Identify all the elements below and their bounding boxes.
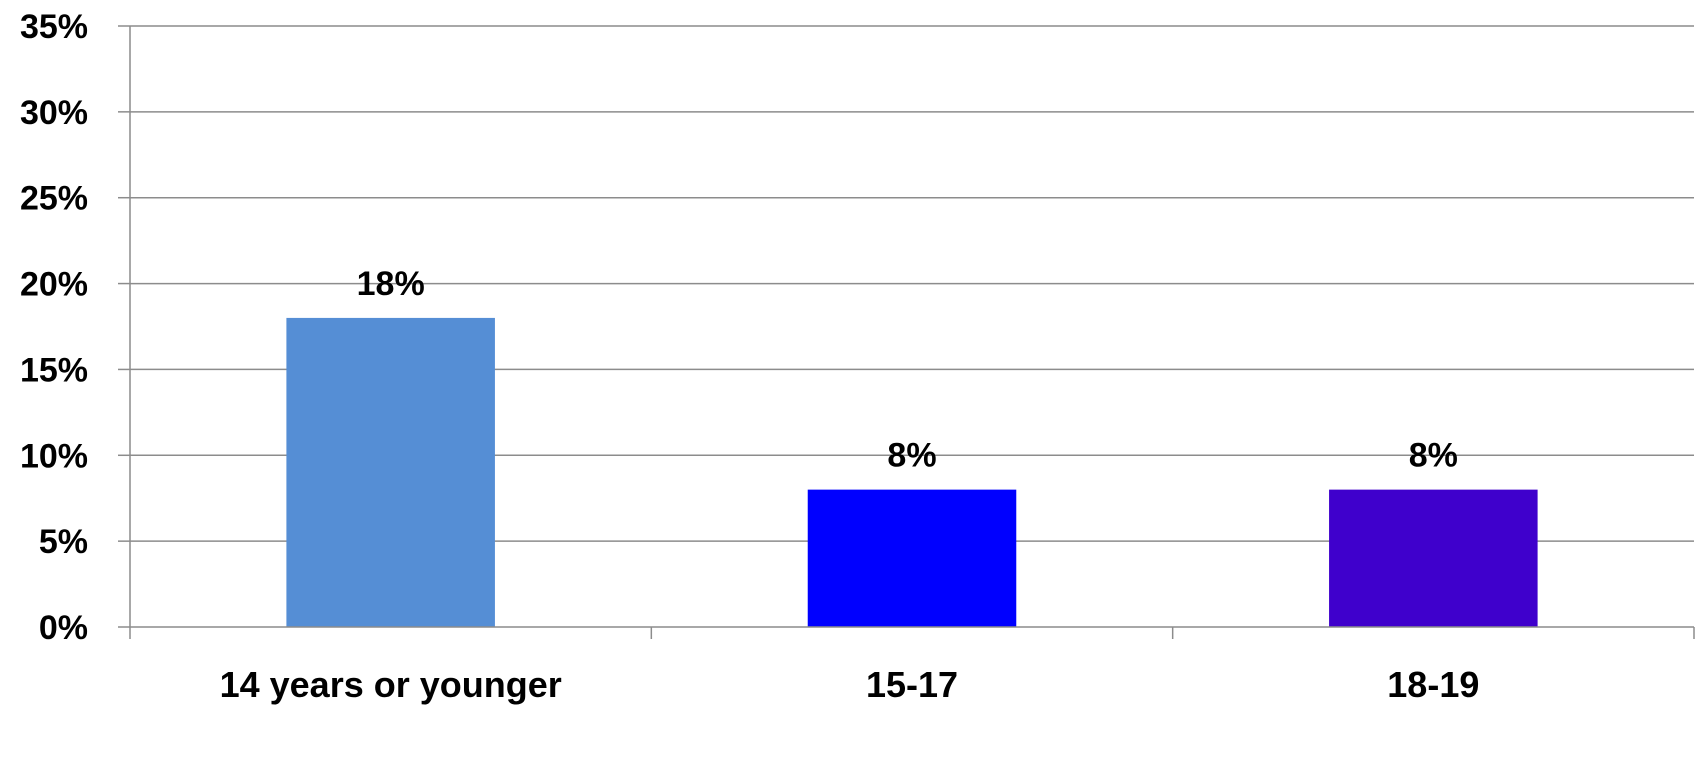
- data-label: 18%: [357, 265, 425, 303]
- y-tick-label: 0%: [39, 609, 88, 647]
- labels: 0% 5% 10% 15% 20% 25% 30% 35% 18% 14 years or you…: [20, 8, 1479, 705]
- y-tick-label: 5%: [39, 523, 88, 561]
- y-tick-label: 30%: [20, 94, 88, 132]
- bar-3: [1329, 489, 1538, 627]
- data-label: 8%: [1409, 437, 1458, 475]
- axes: [129, 26, 1695, 639]
- bar-1: [286, 317, 495, 627]
- x-category-label: 18-19: [1387, 664, 1479, 705]
- data-label: 8%: [887, 437, 936, 475]
- x-category-label: 14 years or younger: [220, 664, 562, 705]
- bar-2: [807, 489, 1017, 627]
- y-tick-label: 10%: [20, 437, 88, 475]
- y-tick-label: 20%: [20, 266, 88, 304]
- y-tick-label: 25%: [20, 180, 88, 218]
- bars: [286, 317, 1538, 627]
- y-tick-label: 15%: [20, 351, 88, 389]
- x-category-label: 15-17: [866, 664, 958, 705]
- y-tick-label: 35%: [20, 8, 88, 46]
